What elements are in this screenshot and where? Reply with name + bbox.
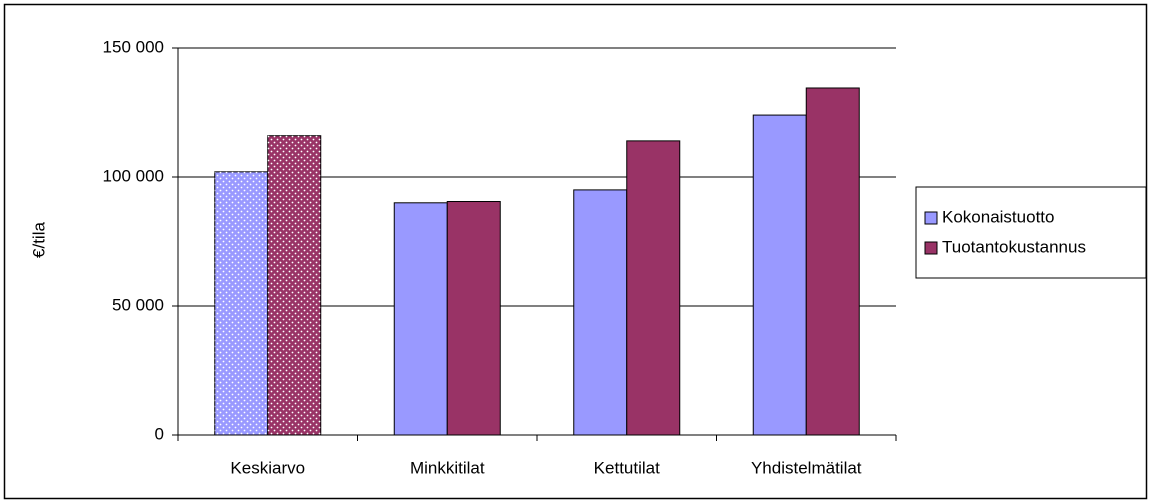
bar-pattern [267,135,321,435]
y-tick-label: 0 [155,424,164,443]
x-tick-label: Yhdistelmätilat [751,458,862,477]
y-tick-label: 100 000 [103,166,164,185]
legend-label: Kokonaistuotto [942,207,1054,226]
legend-swatch [924,241,938,255]
legend-swatch [924,211,938,225]
bar [805,87,860,436]
y-tick-label: 50 000 [112,295,164,314]
bar [393,202,448,436]
bar [626,140,681,436]
bar [446,201,501,436]
legend-box [915,186,1147,279]
bar-pattern [214,171,268,435]
y-tick-label: 150 000 [103,37,164,56]
x-tick-label: Keskiarvo [230,458,305,477]
x-tick-label: Kettutilat [594,458,660,477]
legend-label: Tuotantokustannus [942,237,1086,256]
bar [573,189,628,436]
y-axis-label: €/tila [29,222,48,258]
bar [752,114,807,436]
x-tick-label: Minkkitilat [410,458,485,477]
